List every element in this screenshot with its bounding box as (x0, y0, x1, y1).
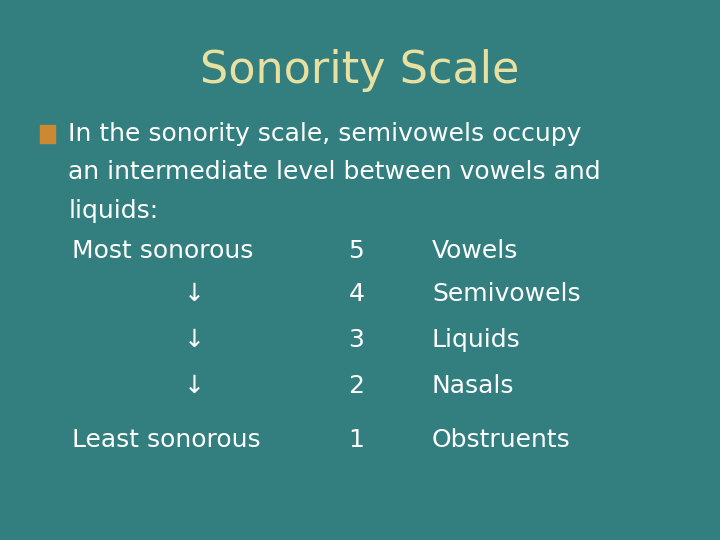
Text: an intermediate level between vowels and: an intermediate level between vowels and (68, 160, 601, 184)
Text: 2: 2 (348, 374, 364, 398)
Text: Most sonorous: Most sonorous (72, 239, 253, 263)
Text: ↓: ↓ (184, 328, 204, 352)
Text: ↓: ↓ (184, 282, 204, 306)
Text: In the sonority scale, semivowels occupy: In the sonority scale, semivowels occupy (68, 122, 582, 145)
Text: 1: 1 (348, 428, 364, 452)
Text: 3: 3 (348, 328, 364, 352)
Text: Semivowels: Semivowels (432, 282, 580, 306)
Text: Sonority Scale: Sonority Scale (200, 49, 520, 92)
Text: Obstruents: Obstruents (432, 428, 571, 452)
Text: 5: 5 (348, 239, 364, 263)
Text: Vowels: Vowels (432, 239, 518, 263)
Text: Nasals: Nasals (432, 374, 515, 398)
Text: 4: 4 (348, 282, 364, 306)
Text: ↓: ↓ (184, 374, 204, 398)
Text: Least sonorous: Least sonorous (72, 428, 261, 452)
Text: Liquids: Liquids (432, 328, 521, 352)
Bar (40, 125, 55, 143)
Text: liquids:: liquids: (68, 199, 158, 223)
